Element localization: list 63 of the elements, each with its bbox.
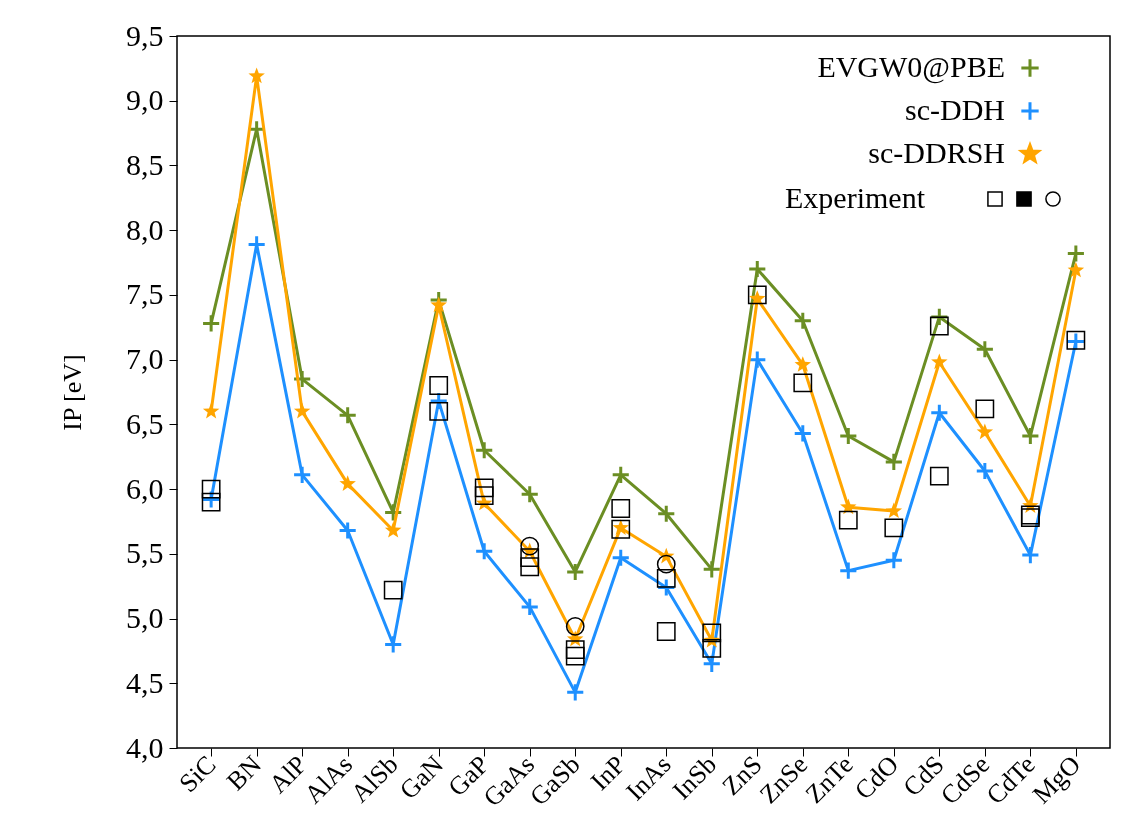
x-tick-label: SiC: [173, 749, 222, 798]
point: [293, 402, 311, 419]
y-tick-label: 5,5: [126, 536, 164, 570]
point: [975, 339, 995, 359]
point: [292, 369, 312, 389]
point: [474, 440, 494, 460]
x-tick-label: BN: [221, 749, 268, 796]
point: [520, 597, 540, 617]
y-tick-label: 8,5: [126, 147, 164, 181]
point: [976, 423, 994, 440]
point: [656, 504, 676, 524]
point: [793, 311, 813, 331]
y-tick-label: 6,5: [126, 406, 164, 440]
point: [338, 520, 358, 541]
y-tick-label: 8,0: [126, 212, 164, 246]
point: [565, 562, 585, 582]
y-axis-title: IP [eV]: [58, 354, 87, 431]
point: [292, 465, 312, 485]
point: [201, 313, 221, 333]
point: [975, 461, 995, 481]
legend-label: Experiment: [785, 181, 926, 214]
legend-label: sc-DDRSH: [868, 136, 1005, 169]
point: [430, 296, 447, 313]
point: [383, 634, 403, 654]
point: [747, 259, 767, 279]
y-tick-label: 5,0: [126, 601, 164, 635]
y-tick-label: 9,5: [126, 18, 164, 52]
y-tick-label: 4,5: [126, 665, 164, 699]
point: [474, 541, 494, 561]
point: [520, 484, 540, 504]
point: [838, 561, 858, 581]
point: [1066, 243, 1086, 264]
y-tick-label: 4,0: [126, 730, 164, 764]
point: [201, 479, 221, 499]
point: [931, 353, 948, 370]
point: [884, 550, 904, 570]
point: [794, 356, 812, 372]
point: [702, 559, 722, 579]
point: [929, 307, 949, 327]
legend-label: sc-DDH: [905, 93, 1005, 126]
point: [202, 402, 220, 419]
point: [929, 403, 949, 423]
point: [885, 502, 903, 519]
point: [384, 521, 402, 538]
point: [611, 465, 631, 485]
legend-label: EVGW0@PBE: [817, 50, 1005, 84]
point: [1020, 426, 1040, 446]
point: [838, 426, 858, 446]
point: [1067, 261, 1085, 278]
y-tick-label: 6,0: [126, 471, 164, 505]
point: [565, 682, 585, 702]
point: [338, 405, 358, 425]
point: [793, 423, 813, 443]
point: [884, 452, 904, 472]
point: [248, 67, 265, 84]
point: [339, 475, 356, 491]
y-tick-label: 7,5: [126, 277, 164, 311]
point: [1020, 545, 1040, 565]
point: [749, 290, 766, 306]
y-tick-label: 7,0: [126, 342, 164, 376]
point: [840, 498, 857, 515]
y-tick-label: 9,0: [126, 83, 164, 117]
point: [611, 548, 631, 568]
